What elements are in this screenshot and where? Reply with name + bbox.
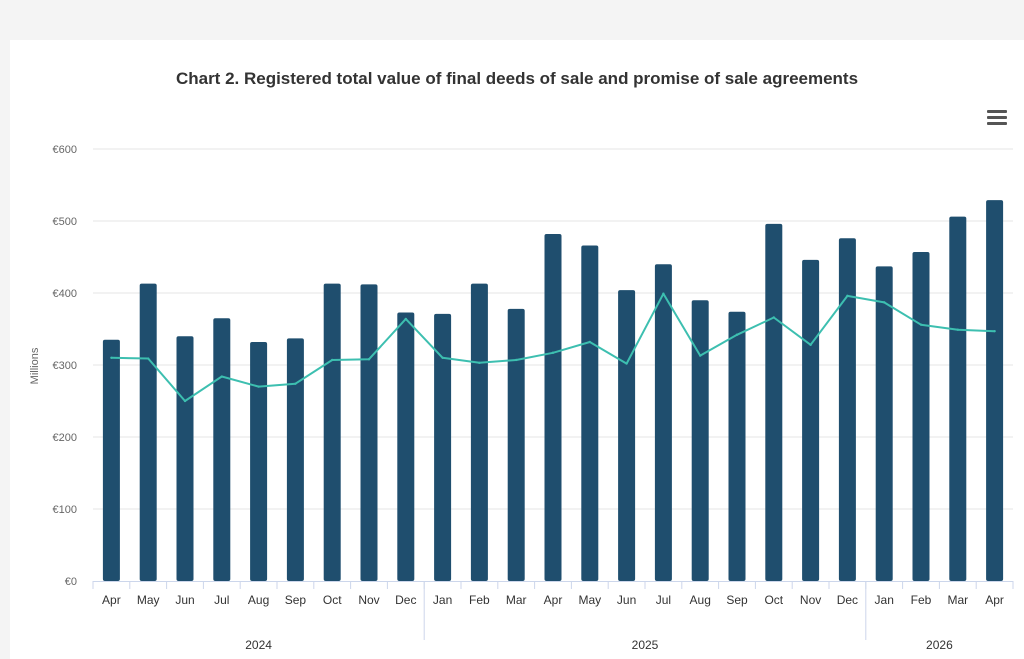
bar [728, 311, 746, 581]
bar [802, 259, 820, 581]
line-point [883, 301, 886, 304]
y-tick-label: €400 [53, 288, 77, 300]
x-tick-label: Aug [690, 593, 711, 607]
bar [102, 339, 120, 581]
bar [176, 336, 194, 581]
bar [581, 245, 599, 582]
line-point [735, 333, 739, 336]
x-tick-label: Apr [985, 593, 1004, 607]
y-tick-label: €500 [53, 216, 77, 228]
line-point [294, 382, 297, 385]
x-tick-label: Jun [617, 593, 636, 607]
x-tick-label: Mar [947, 593, 968, 607]
line-point [220, 375, 223, 378]
line-point [772, 316, 775, 319]
line-point [699, 354, 702, 357]
bar [397, 312, 415, 581]
line-point [367, 358, 371, 361]
x-tick-label: Nov [800, 593, 821, 607]
line-point [147, 357, 150, 360]
year-group-label: 2026 [926, 638, 953, 652]
chart-title: Chart 2. Registered total value of final… [176, 69, 858, 88]
x-tick-label: Feb [911, 593, 932, 607]
y-tick-label: €300 [53, 360, 77, 372]
bar [838, 238, 856, 581]
bar [323, 283, 341, 581]
line-point [919, 323, 923, 326]
bar [507, 308, 525, 581]
y-axis-label: Millions [29, 347, 41, 384]
bar [434, 313, 452, 581]
x-tick-label: Oct [764, 593, 783, 607]
line-point [441, 356, 444, 359]
line-point [331, 358, 334, 362]
bar [875, 266, 893, 581]
x-tick-label: Sep [285, 593, 307, 607]
x-tick-label: Apr [102, 593, 121, 607]
line-point [183, 399, 187, 403]
bar [250, 341, 268, 581]
bar [544, 233, 562, 581]
line-point [809, 343, 812, 347]
x-tick-label: May [137, 593, 160, 607]
line-series [110, 292, 996, 403]
x-tick-label: Jul [214, 593, 229, 607]
hamburger-menu-icon[interactable] [985, 108, 1009, 128]
y-tick-label: €200 [53, 432, 77, 444]
line-point [662, 292, 665, 295]
bar [286, 338, 304, 581]
bar [213, 318, 231, 581]
x-tick-label: Dec [395, 593, 416, 607]
line-point [110, 356, 113, 359]
x-tick-label: Feb [469, 593, 490, 607]
line-point [478, 361, 481, 365]
line-point [956, 328, 959, 331]
bar [691, 300, 709, 581]
gridlines: €0 €100 €200 €300 €400 €500 €600 [53, 144, 1013, 588]
year-group-label: 2024 [245, 638, 272, 652]
y-tick-label: €0 [65, 576, 77, 588]
bar [470, 283, 488, 581]
x-tick-label: Dec [837, 593, 858, 607]
x-tick-label: Sep [726, 593, 748, 607]
bar [618, 290, 636, 581]
x-tick-label: Apr [544, 593, 563, 607]
y-tick-label: €100 [53, 504, 77, 516]
x-axis: Apr May Jun Jul Aug Sep Oct Nov Dec Jan Feb Mar Apr M… [92, 581, 1014, 652]
x-tick-label: Jan [433, 593, 452, 607]
line-point [551, 351, 555, 354]
x-tick-label: Jan [875, 593, 894, 607]
x-tick-label: Mar [506, 593, 527, 607]
bar [986, 200, 1004, 581]
bar [912, 251, 930, 581]
x-tick-label: Jul [656, 593, 671, 607]
line-point [993, 329, 996, 333]
line-point [625, 362, 628, 365]
bar [654, 264, 672, 581]
bar [765, 223, 783, 581]
x-tick-label: Jun [175, 593, 194, 607]
year-group-label: 2025 [632, 638, 659, 652]
x-tick-label: Aug [248, 593, 269, 607]
line-point [588, 340, 591, 344]
bar [139, 283, 157, 581]
x-tick-label: Oct [323, 593, 342, 607]
bar [360, 284, 378, 581]
bar [949, 216, 967, 581]
y-tick-label: €600 [53, 144, 77, 156]
x-tick-label: Nov [358, 593, 379, 607]
line-point [404, 317, 407, 321]
line-point [515, 358, 518, 362]
x-tick-label: May [578, 593, 601, 607]
line-point [257, 385, 260, 388]
line-point [846, 294, 849, 298]
bar-series [102, 200, 1004, 582]
